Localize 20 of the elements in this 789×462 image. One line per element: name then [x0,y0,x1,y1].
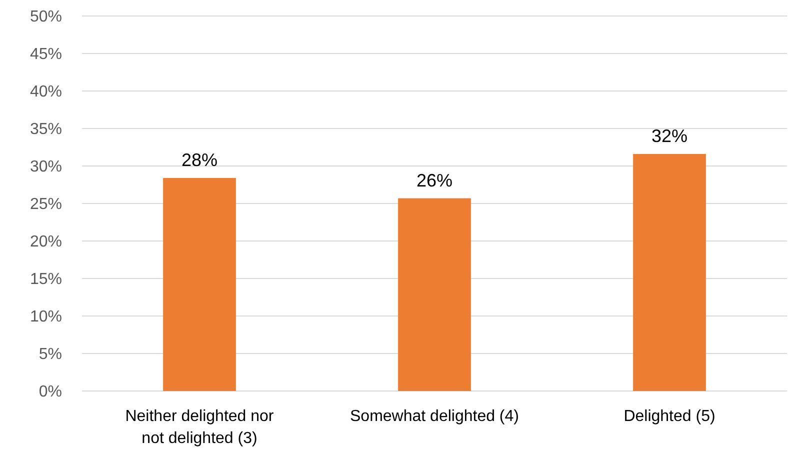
data-label: 26% [416,170,453,190]
bar [163,178,236,391]
y-tick-label: 15% [30,271,62,288]
y-tick-label: 20% [30,234,62,251]
x-tick-label: Neither delighted nor not delighted (3) [125,408,274,447]
y-tick-label: 30% [30,158,62,176]
y-tick-label: 50% [30,8,62,26]
y-tick-label: 40% [30,84,62,101]
y-tick-label: 35% [30,121,62,138]
bar [398,198,471,391]
bar [633,154,706,391]
x-tick-label: Delighted (5) [624,408,716,425]
y-tick-label: 45% [30,46,62,64]
data-label: 32% [651,126,688,146]
y-tick-label: 0% [38,384,62,401]
x-tick-label: Somewhat delighted (4) [350,408,519,425]
y-tick-label: 5% [38,346,62,364]
data-label: 28% [181,150,218,170]
y-tick-label: 25% [30,196,62,214]
y-tick-label: 10% [30,308,62,326]
